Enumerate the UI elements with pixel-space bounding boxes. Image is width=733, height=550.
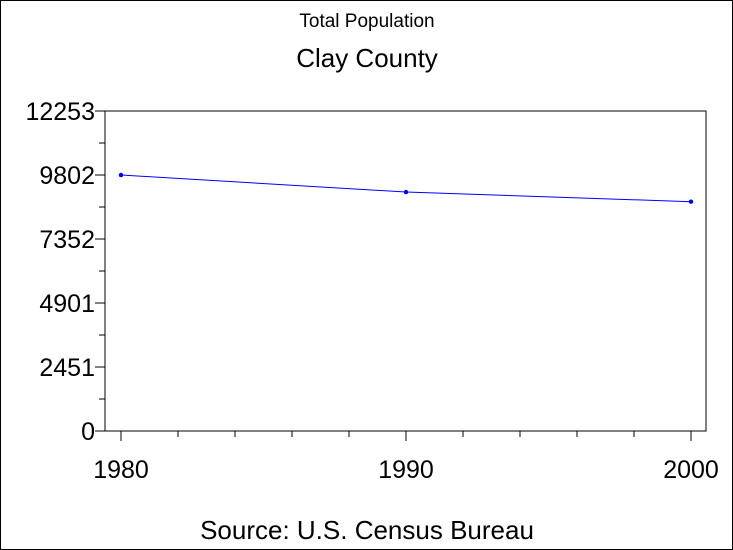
source-caption: Source: U.S. Census Bureau — [200, 515, 534, 545]
y-tick-label: 12253 — [25, 98, 95, 126]
data-point — [688, 199, 694, 204]
x-tick-label: 1980 — [93, 456, 149, 484]
y-tick-label: 0 — [81, 418, 95, 446]
y-tick-label: 2451 — [39, 354, 95, 382]
series-line — [120, 174, 692, 203]
plot-area — [104, 110, 707, 432]
data-point — [403, 189, 409, 195]
x-tick-label: 1990 — [378, 456, 434, 484]
chart-title: Clay County — [296, 43, 438, 73]
y-tick-label: 9802 — [39, 162, 95, 190]
x-tick-label: 2000 — [663, 456, 719, 484]
data-point — [118, 172, 124, 178]
y-tick-label: 4901 — [39, 290, 95, 318]
y-tick-label: 7352 — [39, 226, 95, 254]
chart-subtitle: Total Population — [299, 11, 434, 32]
